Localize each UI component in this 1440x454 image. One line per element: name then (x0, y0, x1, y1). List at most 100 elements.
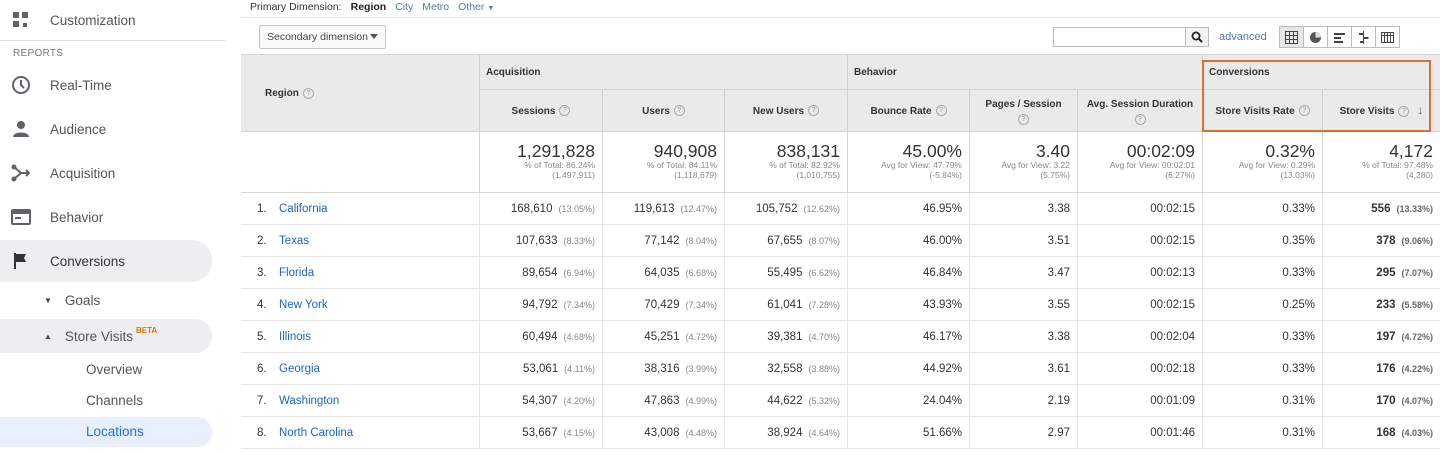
table-icon (1285, 30, 1298, 44)
column-header-bounce-rate[interactable]: Bounce Rate? (847, 89, 969, 132)
dimension-other[interactable]: Other ▼ (458, 1, 495, 13)
sidebar-item-realtime[interactable]: Real-Time (0, 65, 226, 105)
cell-avg-session-duration: 00:02:15 (1077, 289, 1202, 321)
total-store-visits-rate: 0.32% Avg for View: 0.29% (13.03%) (1202, 132, 1322, 193)
cell-users: 77,142 (8.04%) (602, 225, 724, 257)
group-header-behavior: Behavior (847, 55, 1202, 90)
pivot-view-button[interactable] (1375, 26, 1400, 48)
cell-new-users: 32,558 (3.88%) (724, 353, 847, 385)
table-row: 6. Georgia 53,061 (4.11%) 38,316 (3.99%) 32,55… (241, 353, 1440, 385)
sidebar-item-label: Channels (86, 392, 144, 408)
row-number: 4. (257, 299, 267, 311)
table-row: 3. Florida 89,654 (6.94%) 64,035 (6.68%) 55,49… (241, 257, 1440, 289)
region-link[interactable]: California (279, 203, 328, 215)
help-icon[interactable]: ? (808, 105, 820, 117)
cell-new-users: 38,924 (4.64%) (724, 417, 847, 449)
table-row: 4. New York 94,792 (7.34%) 70,429 (7.34%) 61,0… (241, 289, 1440, 321)
sidebar-item-label: Behavior (50, 209, 104, 225)
cell-pages-per-session: 2.19 (969, 385, 1077, 417)
sidebar-item-conversions[interactable]: Conversions (0, 241, 212, 281)
locations-highlight (0, 417, 212, 447)
sidebar-item-audience[interactable]: Audience (0, 109, 226, 149)
sidebar-item-locations[interactable]: Locations (86, 416, 144, 446)
column-header-sessions[interactable]: Sessions? (479, 89, 602, 132)
secondary-dimension-label: Secondary dimension (267, 31, 368, 43)
help-icon[interactable]: ? (1398, 105, 1410, 117)
primary-dimension-bar: Primary Dimension: Region City Metro Oth… (250, 1, 494, 13)
help-icon[interactable]: ? (1134, 113, 1146, 125)
cell-pages-per-session: 3.38 (969, 193, 1077, 225)
sidebar-item-goals[interactable]: ▼ Goals (44, 285, 100, 315)
dimension-metro[interactable]: Metro (422, 1, 450, 13)
cell-store-visits-rate: 0.33% (1202, 353, 1322, 385)
search-button[interactable] (1185, 27, 1209, 47)
region-link[interactable]: Illinois (279, 331, 311, 343)
column-header-users[interactable]: Users? (602, 89, 724, 132)
region-link[interactable]: Washington (279, 395, 340, 407)
region-link[interactable]: Georgia (279, 363, 320, 375)
sidebar: Customization REPORTS Real-Time Audience… (0, 0, 228, 454)
help-icon[interactable]: ? (1298, 105, 1310, 117)
sidebar-item-behavior[interactable]: Behavior (0, 197, 226, 237)
sidebar-item-acquisition[interactable]: Acquisition (0, 153, 226, 193)
column-header-store-visits[interactable]: Store Visits? ↓ (1322, 89, 1440, 132)
total-store-visits: 4,172% of Total: 97.48% (4,280) (1322, 132, 1440, 193)
help-icon[interactable]: ? (559, 105, 571, 117)
column-header-region[interactable]: Region? (241, 54, 479, 132)
sidebar-item-label: Conversions (50, 253, 126, 269)
sidebar-item-overview[interactable]: Overview (86, 354, 142, 384)
region-link[interactable]: New York (279, 299, 328, 311)
cell-bounce-rate: 51.66% (847, 417, 969, 449)
table-row: 5. Illinois 60,494 (4.68%) 45,251 (4.72%) 39,3… (241, 321, 1440, 353)
total-new-users: 838,131% of Total: 82.92% (1,010,755) (724, 132, 847, 193)
performance-view-button[interactable] (1327, 26, 1352, 48)
table-search-input[interactable] (1053, 27, 1186, 47)
column-header-new-users[interactable]: New Users? (724, 89, 847, 132)
cell-store-visits: 295 (7.07%) (1322, 257, 1440, 289)
sidebar-item-label: Acquisition (50, 165, 116, 181)
sidebar-item-label: Store Visits (64, 328, 133, 344)
caret-down-icon (370, 34, 378, 39)
column-header-store-visits-rate[interactable]: Store Visits Rate? (1202, 89, 1322, 132)
sidebar-item-customization[interactable]: Customization (0, 0, 226, 40)
dimension-city[interactable]: City (395, 1, 414, 13)
caret-up-icon: ▲ (44, 331, 52, 341)
comparison-view-button[interactable] (1351, 26, 1376, 48)
cell-store-visits-rate: 0.33% (1202, 321, 1322, 353)
total-bounce-rate: 45.00% Avg for View: 47.79% (-5.84%) (847, 132, 969, 193)
row-number: 6. (257, 363, 267, 375)
cell-store-visits-rate: 0.33% (1202, 193, 1322, 225)
table-row: 1. California 168,610 (13.05%) 119,613 (12.47… (241, 193, 1440, 225)
cell-store-visits-rate: 0.31% (1202, 417, 1322, 449)
cell-avg-session-duration: 00:02:15 (1077, 193, 1202, 225)
pie-view-button[interactable] (1303, 26, 1328, 48)
cell-sessions: 54,307 (4.20%) (479, 385, 602, 417)
help-icon[interactable]: ? (1018, 113, 1029, 125)
group-header-acquisition: Acquisition (479, 55, 847, 90)
sidebar-item-channels[interactable]: Channels (86, 385, 143, 415)
help-icon[interactable]: ? (935, 105, 947, 117)
dimension-region[interactable]: Region (350, 1, 387, 13)
totals-row: 1,291,828% of Total: 86.24% (1,497,911) 9… (241, 132, 1440, 193)
region-link[interactable]: Florida (279, 267, 315, 279)
region-link[interactable]: Texas (279, 235, 310, 247)
column-header-avg-session-duration[interactable]: Avg. Session Duration? (1077, 89, 1202, 132)
primary-dimension-label: Primary Dimension: (250, 1, 342, 13)
table-row: 7. Washington 54,307 (4.20%) 47,863 (4.99%) 44… (241, 385, 1440, 417)
cell-new-users: 39,381 (4.70%) (724, 321, 847, 353)
sidebar-item-store-visits[interactable]: ▲ Store Visits BETA (44, 321, 157, 351)
column-header-pages-per-session[interactable]: Pages / Session? (969, 89, 1077, 132)
cell-sessions: 107,633 (8.33%) (479, 225, 602, 257)
help-icon[interactable]: ? (673, 105, 685, 117)
cell-avg-session-duration: 00:01:09 (1077, 385, 1202, 417)
table-row: 2. Texas 107,633 (8.33%) 77,142 (8.04%) 67,655… (241, 225, 1440, 257)
cell-users: 119,613 (12.47%) (602, 193, 724, 225)
help-icon[interactable]: ? (302, 88, 314, 99)
cell-sessions: 89,654 (6.94%) (479, 257, 602, 289)
cell-bounce-rate: 46.95% (847, 193, 969, 225)
advanced-filter-link[interactable]: advanced (1219, 31, 1267, 43)
region-link[interactable]: North Carolina (279, 427, 354, 439)
cell-sessions: 53,061 (4.11%) (479, 353, 602, 385)
table-view-button[interactable] (1279, 26, 1304, 48)
secondary-dimension-dropdown[interactable]: Secondary dimension (259, 25, 386, 49)
